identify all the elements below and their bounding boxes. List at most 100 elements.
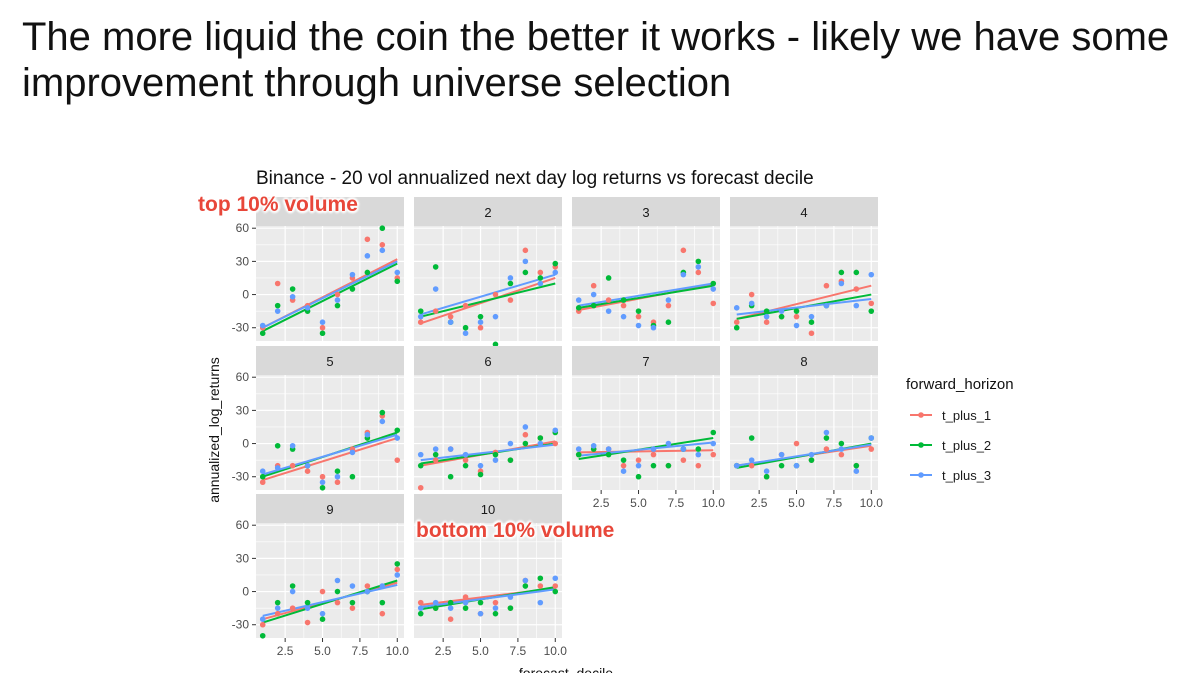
- data-point-t-plus-2: [492, 610, 499, 617]
- data-point-t-plus-3: [394, 435, 401, 441]
- data-point-t-plus-2: [349, 473, 356, 480]
- data-point-t-plus-3: [522, 424, 529, 430]
- data-point-t-plus-2: [748, 435, 755, 441]
- data-point-t-plus-3: [763, 313, 770, 320]
- facet-strip-label: 7: [642, 354, 649, 369]
- data-point-t-plus-3: [868, 435, 875, 441]
- data-point-t-plus-3: [868, 271, 875, 278]
- data-point-t-plus-3: [620, 313, 627, 320]
- facet-strip-label: 2: [484, 205, 491, 220]
- x-tick-label: 5.0: [630, 496, 647, 510]
- fit-line-t-plus-1: [578, 449, 714, 454]
- facet-strip-label: 8: [800, 354, 807, 369]
- x-tick-label: 2.5: [277, 644, 294, 658]
- data-point-t-plus-3: [853, 302, 860, 309]
- chart-title: Binance - 20 vol annualized next day log…: [256, 168, 814, 189]
- data-point-t-plus-3: [650, 324, 657, 331]
- data-point-t-plus-3: [417, 313, 424, 320]
- panel-background: [572, 226, 720, 341]
- data-point-t-plus-3: [319, 610, 326, 617]
- data-point-t-plus-2: [507, 280, 514, 287]
- data-point-t-plus-2: [319, 330, 326, 337]
- data-point-t-plus-3: [379, 418, 386, 425]
- data-point-t-plus-1: [680, 457, 687, 463]
- data-point-t-plus-1: [695, 462, 702, 469]
- y-tick-label: 0: [242, 585, 249, 599]
- data-point-t-plus-3: [364, 253, 371, 259]
- data-point-t-plus-1: [853, 286, 860, 292]
- data-point-t-plus-2: [394, 278, 401, 285]
- data-point-t-plus-2: [695, 258, 702, 265]
- data-point-t-plus-3: [537, 599, 544, 606]
- fit-line-t-plus-3: [262, 583, 398, 617]
- data-point-t-plus-1: [432, 308, 439, 314]
- facet-strip-label: 3: [642, 205, 649, 220]
- data-point-t-plus-2: [417, 610, 424, 617]
- data-point-t-plus-2: [349, 286, 356, 292]
- data-point-t-plus-2: [537, 575, 544, 582]
- data-point-t-plus-3: [710, 440, 717, 447]
- panel-background: [414, 523, 562, 638]
- data-point-t-plus-2: [733, 324, 740, 331]
- data-point-t-plus-3: [304, 462, 311, 469]
- legend-key-point: [918, 412, 924, 418]
- data-point-t-plus-3: [552, 427, 559, 434]
- x-tick-label: 2.5: [593, 496, 610, 510]
- data-point-t-plus-2: [462, 324, 469, 331]
- data-point-t-plus-2: [289, 286, 296, 292]
- data-point-t-plus-3: [823, 302, 830, 309]
- data-point-t-plus-2: [274, 599, 281, 606]
- data-point-t-plus-3: [838, 446, 845, 452]
- data-point-t-plus-3: [793, 322, 800, 329]
- data-point-t-plus-2: [710, 429, 717, 436]
- data-point-t-plus-1: [432, 457, 439, 463]
- data-point-t-plus-1: [620, 462, 627, 469]
- y-tick-label: 0: [242, 437, 249, 451]
- data-point-t-plus-3: [349, 271, 356, 278]
- data-point-t-plus-1: [492, 599, 499, 606]
- x-tick-label: 7.5: [668, 496, 685, 510]
- data-point-t-plus-1: [507, 297, 514, 303]
- data-point-t-plus-3: [823, 429, 830, 436]
- data-point-t-plus-3: [522, 258, 529, 265]
- data-point-t-plus-3: [417, 605, 424, 611]
- data-point-t-plus-2: [319, 484, 326, 491]
- data-point-t-plus-3: [552, 269, 559, 276]
- data-point-t-plus-2: [379, 599, 386, 606]
- data-point-t-plus-1: [748, 462, 755, 469]
- facet-strip-label: 9: [326, 502, 333, 517]
- y-tick-label: 60: [236, 221, 250, 235]
- data-point-t-plus-2: [477, 599, 484, 606]
- panel-background: [414, 375, 562, 490]
- data-point-t-plus-3: [507, 594, 514, 600]
- data-point-t-plus-3: [650, 446, 657, 452]
- panel-background: [256, 375, 404, 490]
- legend-entry-t-plus-1: t_plus_1: [942, 408, 991, 423]
- data-point-t-plus-1: [394, 566, 401, 573]
- data-point-t-plus-3: [635, 322, 642, 329]
- data-point-t-plus-3: [838, 280, 845, 287]
- data-point-t-plus-3: [304, 305, 311, 311]
- data-point-t-plus-3: [748, 457, 755, 463]
- data-point-t-plus-2: [379, 409, 386, 416]
- data-point-t-plus-2: [552, 260, 559, 267]
- data-point-t-plus-2: [868, 308, 875, 314]
- data-point-t-plus-2: [590, 302, 597, 309]
- data-point-t-plus-1: [394, 457, 401, 463]
- fit-line-t-plus-3: [262, 433, 398, 476]
- data-point-t-plus-2: [853, 462, 860, 469]
- fit-line-t-plus-1: [736, 284, 872, 320]
- data-point-t-plus-2: [477, 313, 484, 320]
- data-point-t-plus-3: [808, 451, 815, 458]
- data-point-t-plus-3: [417, 451, 424, 458]
- data-point-t-plus-3: [259, 616, 266, 623]
- data-point-t-plus-1: [349, 605, 356, 611]
- data-point-t-plus-1: [823, 446, 830, 452]
- y-tick-label: 60: [236, 518, 250, 532]
- data-point-t-plus-3: [590, 291, 597, 298]
- panel-background: [256, 523, 404, 638]
- data-point-t-plus-1: [680, 247, 687, 254]
- data-point-t-plus-3: [334, 297, 341, 303]
- fit-line-t-plus-2: [262, 579, 398, 624]
- data-point-t-plus-1: [868, 300, 875, 307]
